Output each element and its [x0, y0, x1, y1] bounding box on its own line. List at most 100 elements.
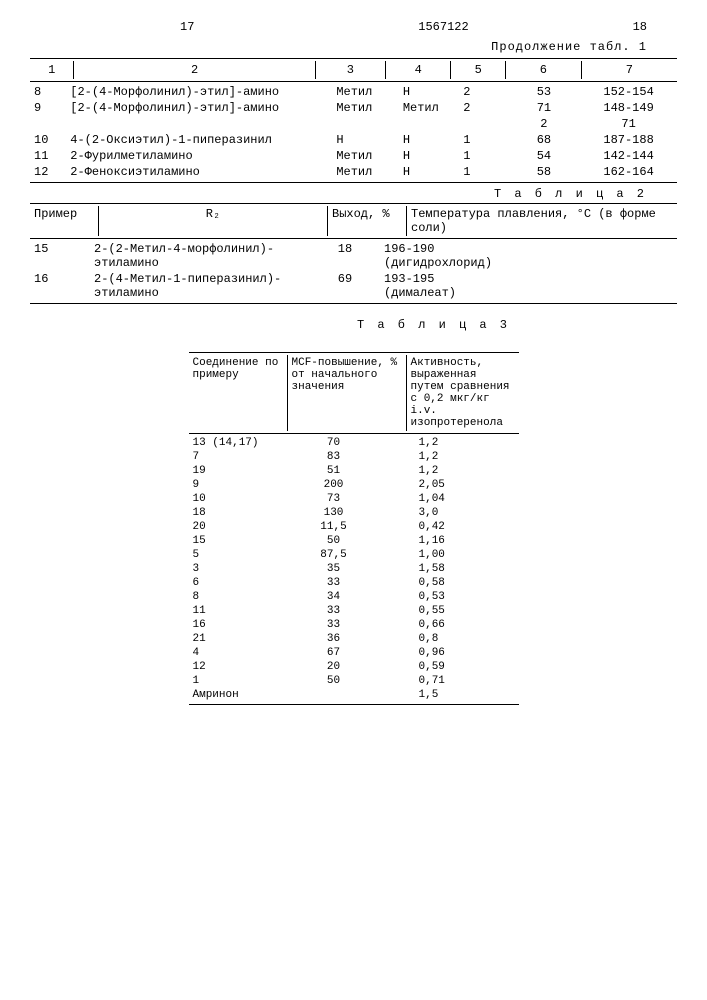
table-row: 1500,71: [189, 674, 519, 688]
table-cell: 9: [189, 478, 279, 492]
continuation-label: Продолжение табл. 1: [30, 40, 647, 54]
table-cell: 11: [30, 148, 66, 164]
table-cell: [459, 116, 507, 132]
table-cell: 34: [279, 590, 389, 604]
table-cell: 54: [508, 148, 581, 164]
table-cell: 71: [508, 100, 581, 116]
table-cell: 142-144: [580, 148, 677, 164]
page-header: 17 1567122 18: [30, 20, 677, 34]
table-cell: Н: [399, 164, 459, 180]
table-cell: 162-164: [580, 164, 677, 180]
table-row: 112-ФурилметиламиноМетилН154142-144: [30, 148, 677, 164]
table-cell: 193-195(дималеат): [380, 271, 677, 301]
table-cell: 2,05: [389, 478, 519, 492]
table-row: 7831,2: [189, 450, 519, 464]
divider: [30, 203, 677, 204]
table-cell: 1: [459, 132, 507, 148]
table-cell: 9: [30, 100, 66, 116]
table-cell: 0,42: [389, 520, 519, 534]
table-cell: 1,04: [389, 492, 519, 506]
table-cell: 196-190(дигидрохлорид): [380, 241, 677, 271]
col-header: Активность, выраженная путем сравнения с…: [406, 355, 519, 431]
table-cell: Метил: [332, 84, 399, 100]
table-1-body: 8[2-(4-Морфолинил)-этил]-аминоМетилН2531…: [30, 84, 677, 180]
col-header: Выход, %: [328, 206, 407, 236]
table-cell: 33: [279, 618, 389, 632]
table-cell: 7: [189, 450, 279, 464]
table-cell: 35: [279, 562, 389, 576]
table-cell: 2-(2-Метил-4-морфолинил)-этиламино: [90, 241, 310, 271]
table-row: 6330,58: [189, 576, 519, 590]
table-row: 11330,55: [189, 604, 519, 618]
divider: [30, 303, 677, 304]
table-cell: 8: [30, 84, 66, 100]
page-number-right: 18: [633, 20, 647, 34]
table-cell: 13 (14,17): [189, 436, 279, 450]
table-cell: 67: [279, 646, 389, 660]
table-cell: 18: [189, 506, 279, 520]
table-cell: Метил: [332, 164, 399, 180]
table-cell: 36: [279, 632, 389, 646]
col-header: 4: [386, 61, 451, 79]
table-cell: 3,0: [389, 506, 519, 520]
page-number-left: 17: [180, 20, 194, 34]
col-header: Соединение по примеру: [189, 355, 288, 431]
table-cell: 50: [279, 534, 389, 548]
table-2-body: 152-(2-Метил-4-морфолинил)-этиламино1819…: [30, 241, 677, 301]
table-cell: 2: [459, 84, 507, 100]
table-row: 13 (14,17)701,2: [189, 436, 519, 450]
table-cell: 20: [279, 660, 389, 674]
col-header: 3: [315, 61, 385, 79]
table-cell: 33: [279, 604, 389, 618]
col-header: 6: [506, 61, 582, 79]
table-cell: 4-(2-Оксиэтил)-1-пиперазинил: [66, 132, 332, 148]
table-cell: 1: [189, 674, 279, 688]
table-cell: [332, 116, 399, 132]
table-cell: 2: [459, 100, 507, 116]
table-row: Соединение по примеру MCF-повышение, % о…: [189, 355, 519, 431]
table-cell: 87,5: [279, 548, 389, 562]
table-cell: Н: [332, 132, 399, 148]
table-cell: [399, 116, 459, 132]
table-cell: 12: [189, 660, 279, 674]
col-header: 2: [74, 61, 315, 79]
table-cell: Метил: [332, 100, 399, 116]
table-row: 10731,04: [189, 492, 519, 506]
table-cell: 16: [189, 618, 279, 632]
table-row: 2011,50,42: [189, 520, 519, 534]
table-row: 181303,0: [189, 506, 519, 520]
table-row: 12200,59: [189, 660, 519, 674]
col-header: Пример: [30, 206, 99, 236]
table-cell: 148-149: [580, 100, 677, 116]
table-cell: Амринон: [189, 688, 279, 702]
divider: [189, 352, 519, 353]
table-cell: 6: [189, 576, 279, 590]
table-cell: 0,59: [389, 660, 519, 674]
table-cell: 53: [508, 84, 581, 100]
table-cell: 5: [189, 548, 279, 562]
table-row: 15501,16: [189, 534, 519, 548]
table-cell: 1,58: [389, 562, 519, 576]
divider: [30, 182, 677, 183]
table-cell: 20: [189, 520, 279, 534]
table-cell: 10: [30, 132, 66, 148]
table-cell: 0,96: [389, 646, 519, 660]
table-cell: 4: [189, 646, 279, 660]
table-cell: 0,8: [389, 632, 519, 646]
divider: [189, 704, 519, 705]
document-number: 1567122: [418, 20, 468, 34]
table-cell: 1,2: [389, 450, 519, 464]
table-cell: 19: [189, 464, 279, 478]
table-cell: 187-188: [580, 132, 677, 148]
table-cell: [30, 116, 66, 132]
table-cell: 16: [30, 271, 90, 301]
col-header: Температура плавления, °С (в форме соли): [407, 206, 678, 236]
table-cell: [279, 688, 389, 702]
table-cell: 2-(4-Метил-1-пиперазинил)-этиламино: [90, 271, 310, 301]
table-cell: 10: [189, 492, 279, 506]
table-row: 16330,66: [189, 618, 519, 632]
table-cell: 50: [279, 674, 389, 688]
table-cell: 8: [189, 590, 279, 604]
col-header: MCF-повышение, % от начального значения: [287, 355, 406, 431]
table-row: 4670,96: [189, 646, 519, 660]
